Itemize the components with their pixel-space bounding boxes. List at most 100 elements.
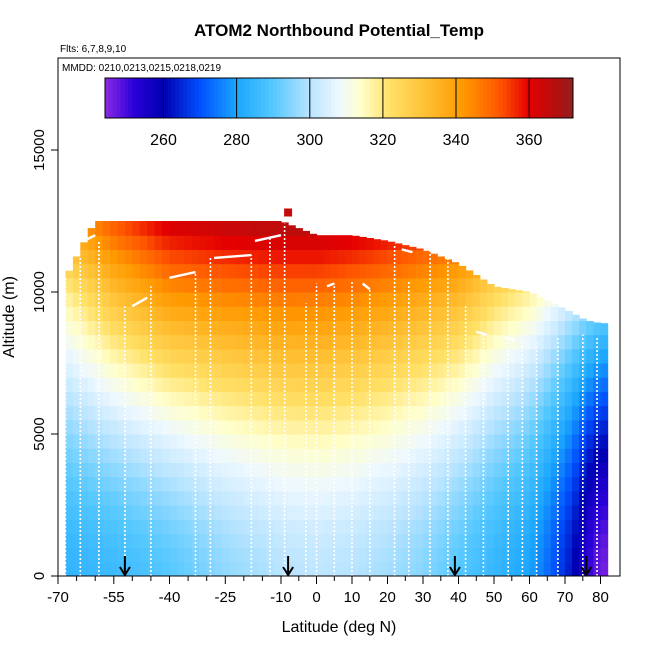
- heatmap-cell: [394, 292, 403, 307]
- heatmap-cell: [221, 221, 230, 236]
- heatmap-cell: [472, 306, 481, 321]
- heatmap-cell: [176, 235, 185, 250]
- heatmap-cell: [302, 235, 310, 250]
- heatmap-cell: [316, 363, 325, 378]
- heatmap-cell: [529, 405, 538, 421]
- heatmap-cell: [536, 297, 545, 307]
- heatmap-cell: [110, 320, 118, 336]
- heatmap-cell: [366, 405, 374, 421]
- heatmap-cell: [401, 561, 410, 576]
- heatmap-cell: [273, 221, 282, 236]
- heatmap-cell: [102, 419, 111, 435]
- heatmap-cell: [565, 310, 573, 321]
- heatmap-cell: [162, 306, 171, 321]
- heatmap-cell: [486, 448, 495, 463]
- heatmap-cell: [451, 519, 460, 534]
- heatmap-cell: [258, 462, 267, 478]
- heatmap-cell: [124, 448, 133, 463]
- heatmap-cell: [430, 334, 438, 350]
- heatmap-cell: [295, 476, 303, 492]
- heatmap-cell: [550, 363, 559, 378]
- heatmap-cell: [176, 363, 185, 378]
- colorbar-swatch: [467, 78, 473, 118]
- heatmap-cell: [162, 221, 171, 236]
- colorbar-swatch: [440, 78, 445, 118]
- heatmap-cell: [124, 292, 133, 307]
- heatmap-cell: [162, 462, 171, 478]
- heatmap-cell: [508, 547, 516, 563]
- heatmap-cell: [387, 547, 396, 563]
- heatmap-cell: [132, 533, 141, 549]
- colorbar-swatch: [530, 78, 535, 118]
- heatmap-cell: [199, 221, 208, 236]
- heatmap-cell: [229, 533, 237, 549]
- heatmap-cell: [65, 448, 74, 463]
- heatmap-cell: [486, 434, 495, 449]
- heatmap-cell: [543, 533, 552, 549]
- landing-arrow-head: [449, 566, 461, 577]
- heatmap-cell: [95, 434, 104, 449]
- heatmap-cell: [522, 405, 531, 421]
- colorbar-swatch: [358, 78, 363, 118]
- colorbar-swatch: [518, 78, 523, 118]
- heatmap-cell: [117, 363, 126, 378]
- heatmap-cell: [199, 561, 208, 576]
- colorbar-swatch: [362, 78, 367, 118]
- heatmap-cell: [423, 476, 431, 492]
- heatmap-cell: [494, 286, 502, 293]
- heatmap-cell: [184, 476, 193, 492]
- heatmap-cell: [191, 348, 200, 364]
- heatmap-cell: [337, 490, 346, 506]
- heatmap-cell: [387, 241, 396, 250]
- heatmap-cell: [176, 249, 185, 265]
- heatmap-cell: [486, 519, 495, 534]
- heatmap-cell: [273, 391, 282, 407]
- heatmap-cell: [273, 292, 282, 307]
- heatmap-cell: [132, 377, 141, 392]
- heatmap-cell: [295, 405, 303, 421]
- heatmap-cell: [132, 277, 141, 293]
- heatmap-cell: [337, 320, 346, 336]
- heatmap-cell: [430, 320, 438, 336]
- heatmap-cell: [387, 434, 396, 449]
- heatmap-cell: [366, 348, 374, 364]
- heatmap-cell: [206, 377, 215, 392]
- heatmap-cell: [72, 462, 81, 478]
- heatmap-cell: [147, 277, 156, 293]
- heatmap-cell: [465, 448, 474, 463]
- heatmap-cell: [522, 320, 531, 336]
- heatmap-cell: [479, 279, 488, 293]
- heatmap-cell: [352, 519, 360, 534]
- colorbar-swatch: [136, 78, 141, 118]
- heatmap-cell: [87, 547, 96, 563]
- heatmap-cell: [243, 561, 252, 576]
- heatmap-cell: [373, 391, 381, 407]
- heatmap-cell: [288, 547, 296, 563]
- heatmap-cell: [430, 363, 438, 378]
- heatmap-cell: [80, 320, 89, 336]
- heatmap-cell: [295, 419, 303, 435]
- heatmap-cell: [72, 391, 81, 407]
- colorbar-swatch: [436, 78, 441, 118]
- heatmap-cell: [380, 277, 389, 293]
- heatmap-cell: [199, 292, 208, 307]
- heatmap-cell: [281, 505, 289, 520]
- heatmap-cell: [380, 263, 389, 279]
- heatmap-cell: [444, 348, 452, 364]
- heatmap-cell: [529, 348, 538, 364]
- heatmap-cell: [415, 391, 424, 407]
- heatmap-cell: [337, 505, 346, 520]
- heatmap-cell: [536, 405, 545, 421]
- heatmap-cell: [214, 348, 223, 364]
- heatmap-cell: [162, 547, 171, 563]
- heatmap-cell: [486, 363, 495, 378]
- heatmap-cell: [199, 419, 208, 435]
- heatmap-cell: [251, 505, 260, 520]
- heatmap-cell: [236, 533, 245, 549]
- heatmap-cell: [401, 519, 410, 534]
- colorbar-swatch: [354, 78, 359, 118]
- heatmap-cell: [251, 320, 260, 336]
- heatmap-cell: [536, 519, 545, 534]
- heatmap-cell: [102, 363, 111, 378]
- heatmap-cell: [387, 348, 396, 364]
